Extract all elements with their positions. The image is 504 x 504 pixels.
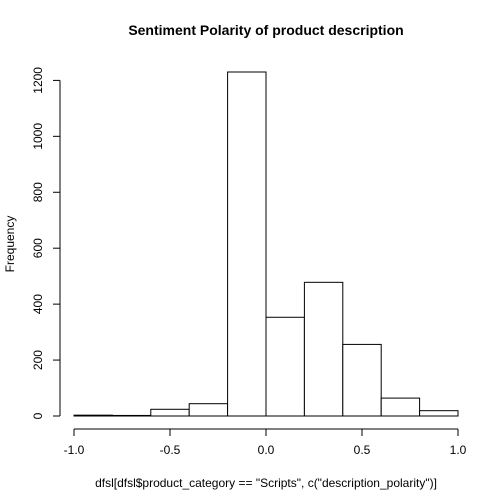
x-axis: -1.0 -0.5 0.0 0.5 1.0 xyxy=(64,428,467,457)
y-tick-label: 1200 xyxy=(31,67,45,94)
histogram-bar xyxy=(419,410,459,417)
histogram-bar xyxy=(227,71,267,417)
histogram-bar xyxy=(342,343,382,417)
x-tick-label: -0.5 xyxy=(160,443,181,457)
y-tick-label: 600 xyxy=(31,238,45,258)
y-tick-label: 200 xyxy=(31,350,45,370)
histogram-bar xyxy=(188,403,229,417)
histogram-bar xyxy=(150,408,190,417)
histogram-bar xyxy=(73,414,113,417)
y-tick-label: 0 xyxy=(31,412,45,419)
chart-title: Sentiment Polarity of product descriptio… xyxy=(128,22,403,38)
y-tick-label: 400 xyxy=(31,294,45,314)
histogram-bar xyxy=(380,397,421,417)
y-axis-label: Frequency xyxy=(3,216,17,273)
bars-group xyxy=(73,71,459,417)
x-tick-label: 1.0 xyxy=(450,443,467,457)
x-tick-label: 0.5 xyxy=(354,443,371,457)
y-tick-label: 800 xyxy=(31,182,45,202)
histogram-bar xyxy=(111,414,152,417)
histogram-bar xyxy=(265,316,305,417)
x-tick-label: -1.0 xyxy=(64,443,85,457)
x-axis-label: dfsl[dfsl$product_category == "Scripts",… xyxy=(95,476,437,490)
histogram-bar xyxy=(303,281,344,417)
y-axis: 0 200 400 600 800 1000 1200 xyxy=(31,67,61,419)
y-tick-label: 1000 xyxy=(31,123,45,150)
x-tick-label: 0.0 xyxy=(258,443,275,457)
